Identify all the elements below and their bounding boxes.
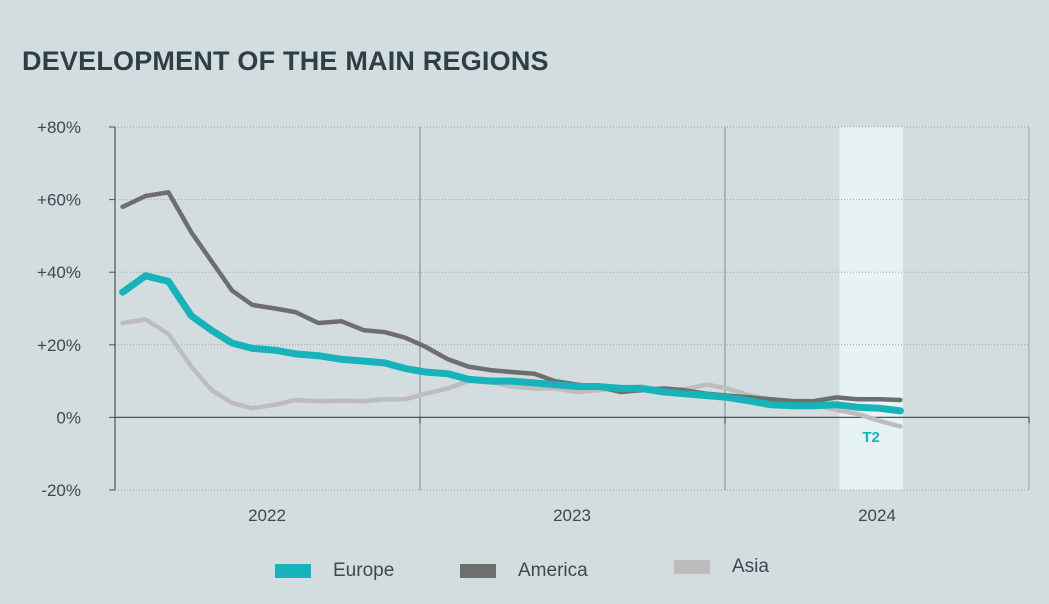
y-tick-label-5: -20% (41, 481, 81, 500)
highlight-label: T2 (862, 429, 880, 446)
legend-item-europe: Europe (275, 560, 394, 582)
legend-label-america: America (518, 560, 588, 581)
legend-swatch-america (460, 564, 496, 578)
x-tick-label-2023: 2023 (553, 506, 591, 525)
legend-item-asia: Asia (674, 556, 769, 578)
legend-label-europe: Europe (333, 560, 395, 581)
y-tick-label-1: +60% (37, 191, 81, 210)
x-tick-label-2022: 2022 (248, 506, 286, 525)
series-line-america (120, 190, 903, 404)
y-tick-label-4: 0% (56, 408, 81, 427)
page-title: DEVELOPMENT OF THE MAIN REGIONS (22, 46, 549, 76)
y-tick-label-2: +40% (37, 263, 81, 282)
x-tick-label-2024: 2024 (858, 506, 896, 525)
legend-item-america: America (460, 560, 588, 582)
y-tick-label-3: +20% (37, 336, 81, 355)
legend-swatch-europe (275, 564, 311, 578)
legend-label-asia: Asia (732, 556, 769, 577)
y-tick-label-0: +80% (37, 118, 81, 137)
legend-swatch-asia (674, 560, 710, 574)
chart-legend: Europe America Asia (0, 556, 1049, 590)
highlight-band (839, 127, 903, 490)
series-line-europe (119, 272, 904, 415)
